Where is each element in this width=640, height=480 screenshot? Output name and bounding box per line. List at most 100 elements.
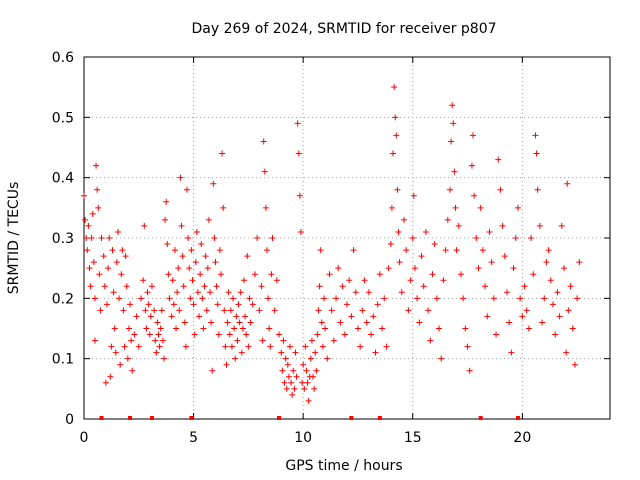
data-point [142,307,149,314]
data-point [223,361,230,368]
data-point [176,307,183,314]
data-point [398,289,405,296]
data-point [106,235,113,241]
data-point [101,283,108,290]
data-point [181,319,188,326]
data-point [425,307,432,314]
data-point [533,150,540,157]
data-point [525,325,532,332]
data-point [473,235,480,241]
data-points [81,84,583,404]
data-point [143,325,150,332]
data-point [282,355,289,362]
data-point [90,259,97,266]
data-point [395,228,402,235]
data-point [278,349,285,356]
data-point [311,385,318,392]
data-point [519,313,526,320]
data-point [547,277,554,284]
data-point [407,277,414,284]
data-point [436,325,443,332]
data-point [236,319,243,326]
data-point [403,247,410,254]
data-point [225,289,232,296]
data-point [383,343,390,350]
data-point [89,210,96,217]
data-point [455,222,462,229]
data-point [249,301,256,308]
data-point [348,313,355,320]
data-point [178,222,185,229]
data-point [133,313,140,320]
data-point [357,343,364,350]
data-point [276,331,283,338]
data-point [514,204,521,211]
data-point [242,313,249,320]
data-point [219,150,226,157]
data-point [135,343,142,350]
data-point [295,150,302,157]
data-point [273,277,280,284]
data-point [91,337,98,344]
data-point [385,265,392,272]
data-point [565,307,572,314]
baseline-marker [349,416,354,420]
data-point [237,289,244,296]
data-point [279,367,286,374]
y-tick-label: 0.6 [52,50,74,66]
data-point [354,325,361,332]
data-point [326,271,333,278]
data-point [198,241,205,248]
data-point [261,168,268,175]
data-point [212,259,219,266]
data-point [108,343,115,350]
data-point [148,283,155,290]
data-point [528,235,535,241]
baseline-marker [277,416,282,420]
data-point [210,180,217,187]
x-axis-label: GPS time / hours [285,458,402,474]
data-point [352,289,359,296]
data-point [283,385,290,392]
data-point [288,379,295,386]
data-point [87,283,94,290]
data-point [102,379,109,386]
chart-title: Day 269 of 2024, SRMTID for receiver p80… [191,21,496,37]
data-point [312,349,319,356]
data-point [560,265,567,272]
data-point [202,253,209,260]
data-point [86,265,93,272]
data-point [287,343,294,350]
data-point [370,313,377,320]
data-point [451,168,458,175]
data-point [152,337,159,344]
y-tick-label: 0.1 [52,352,74,368]
data-point [393,132,400,139]
y-axis-label: SRMTID / TECUs [6,182,22,295]
data-point [105,265,112,272]
data-point [119,247,126,254]
data-point [234,337,241,344]
data-point [122,253,129,260]
data-point [197,271,204,278]
data-point [221,307,228,314]
data-point [471,192,478,199]
y-tick-label: 0.3 [52,231,74,247]
data-point [162,216,169,223]
data-point [290,367,297,374]
data-point [151,307,158,314]
data-point [319,343,326,350]
data-point [193,228,200,235]
data-point [396,259,403,266]
data-point [330,337,337,344]
data-point [268,271,275,278]
data-point [484,313,491,320]
data-point [232,355,239,362]
data-point [280,337,287,344]
data-point [335,265,342,272]
x-tick-label: 15 [404,430,422,446]
data-point [170,301,177,308]
data-point [368,331,375,338]
data-point [209,367,216,374]
data-point [574,295,581,302]
